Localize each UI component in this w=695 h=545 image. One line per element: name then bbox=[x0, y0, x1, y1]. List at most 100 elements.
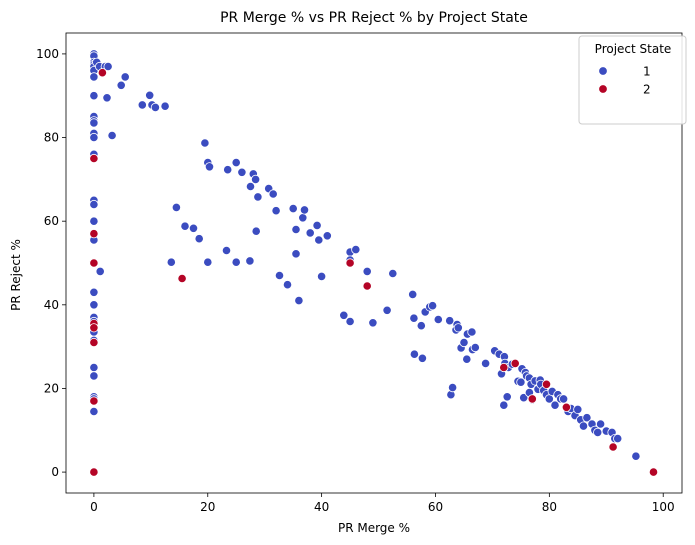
y-tick-label: 20 bbox=[44, 381, 59, 395]
scatter-point-state-2 bbox=[648, 467, 659, 477]
scatter-point-state-1 bbox=[137, 100, 147, 110]
scatter-point-state-1 bbox=[194, 234, 204, 244]
scatter-point-state-1 bbox=[288, 204, 298, 214]
scatter-point-state-1 bbox=[408, 289, 418, 299]
scatter-point-state-1 bbox=[502, 392, 512, 402]
axis-ticks: 0 20 40 60 80 100 0 20 40 60 80 100 bbox=[36, 47, 675, 514]
scatter-point-state-1 bbox=[245, 256, 255, 266]
scatter-point-state-1 bbox=[582, 413, 592, 423]
scatter-point-state-1 bbox=[516, 377, 526, 387]
scatter-point-state-1 bbox=[593, 427, 603, 437]
scatter-point-state-1 bbox=[368, 318, 378, 328]
scatter-point-state-1 bbox=[382, 305, 392, 315]
x-tick-label: 60 bbox=[428, 500, 443, 514]
scatter-point-state-1 bbox=[200, 138, 210, 148]
y-axis-title: PR Reject % bbox=[9, 239, 23, 311]
scatter-point-state-1 bbox=[116, 80, 126, 90]
scatter-point-state-1 bbox=[322, 231, 332, 241]
scatter-point-state-1 bbox=[467, 327, 477, 337]
x-tick-label: 20 bbox=[200, 500, 215, 514]
scatter-point-state-1 bbox=[89, 199, 99, 210]
scatter-point-state-1 bbox=[171, 202, 181, 212]
scatter-point-state-2 bbox=[89, 258, 99, 268]
scatter-point-state-1 bbox=[89, 287, 99, 297]
scatter-point-state-1 bbox=[299, 205, 310, 215]
scatter-point-state-1 bbox=[339, 310, 349, 320]
scatter-point-state-1 bbox=[470, 342, 480, 353]
y-tick-label: 40 bbox=[44, 298, 59, 312]
x-tick-label: 0 bbox=[90, 500, 98, 514]
scatter-point-state-1 bbox=[282, 280, 293, 290]
scatter-point-state-1 bbox=[89, 362, 99, 373]
scatter-point-state-1 bbox=[120, 72, 130, 82]
scatter-point-state-1 bbox=[251, 174, 261, 184]
x-tick-label: 40 bbox=[314, 500, 329, 514]
scatter-point-state-1 bbox=[291, 249, 301, 259]
scatter-point-state-2 bbox=[89, 323, 99, 333]
scatter-point-state-1 bbox=[316, 271, 327, 281]
scatter-point-state-1 bbox=[180, 221, 190, 231]
scatter-point-state-1 bbox=[345, 316, 355, 327]
legend-marker-1 bbox=[598, 66, 608, 76]
scatter-point-state-1 bbox=[89, 72, 99, 82]
scatter-point-state-1 bbox=[613, 433, 623, 444]
scatter-point-state-1 bbox=[223, 165, 233, 175]
scatter-point-state-1 bbox=[433, 314, 443, 325]
scatter-point-state-1 bbox=[221, 245, 232, 256]
scatter-point-state-1 bbox=[89, 216, 99, 226]
scatter-point-state-1 bbox=[150, 102, 160, 113]
scatter-point-state-1 bbox=[578, 421, 589, 431]
scatter-point-state-1 bbox=[453, 323, 463, 333]
scatter-point-state-1 bbox=[204, 162, 215, 172]
scatter-point-state-1 bbox=[271, 206, 281, 216]
scatter-point-state-1 bbox=[268, 189, 278, 199]
scatter-point-state-1 bbox=[314, 235, 324, 245]
scatter-point-state-1 bbox=[388, 268, 398, 279]
scatter-point-state-2 bbox=[345, 258, 355, 268]
scatter-point-state-2 bbox=[362, 281, 372, 291]
scatter-point-state-2 bbox=[89, 153, 99, 164]
scatter-point-state-2 bbox=[527, 394, 537, 404]
legend: Project State 1 2 bbox=[578, 35, 687, 125]
scatter-point-state-1 bbox=[294, 295, 304, 306]
scatter-point-state-1 bbox=[89, 91, 99, 101]
scatter-point-state-1 bbox=[631, 451, 641, 461]
scatter-point-state-1 bbox=[188, 223, 199, 233]
y-tick-label: 80 bbox=[44, 131, 59, 145]
scatter-point-state-1 bbox=[409, 313, 419, 323]
scatter-point-state-1 bbox=[459, 337, 469, 348]
scatter-point-state-1 bbox=[445, 316, 455, 326]
scatter-point-state-1 bbox=[89, 300, 99, 310]
scatter-point-state-1 bbox=[550, 400, 560, 410]
scatter-point-state-1 bbox=[231, 158, 241, 168]
scatter-point-state-1 bbox=[447, 382, 458, 393]
scatter-point-state-1 bbox=[95, 266, 105, 276]
scatter-point-state-1 bbox=[203, 257, 213, 267]
scatter-point-state-2 bbox=[89, 467, 99, 477]
scatter-point-state-1 bbox=[595, 419, 606, 429]
y-tick-label: 60 bbox=[44, 214, 59, 228]
scatter-point-state-1 bbox=[462, 354, 472, 364]
scatter-point-state-1 bbox=[305, 228, 315, 238]
x-axis-title: PR Merge % bbox=[338, 521, 410, 535]
scatter-point-state-1 bbox=[89, 371, 99, 381]
scatter-point-state-2 bbox=[177, 273, 187, 284]
scatter-point-state-1 bbox=[274, 270, 285, 281]
y-tick-label: 100 bbox=[36, 47, 59, 61]
data-points bbox=[89, 49, 659, 477]
scatter-point-state-1 bbox=[89, 118, 99, 128]
scatter-point-state-1 bbox=[417, 353, 427, 363]
y-tick-label: 0 bbox=[51, 465, 59, 479]
scatter-point-state-1 bbox=[480, 358, 491, 368]
scatter-point-state-1 bbox=[160, 101, 170, 111]
scatter-point-state-1 bbox=[107, 130, 117, 141]
scatter-point-state-1 bbox=[89, 132, 99, 143]
scatter-point-state-1 bbox=[427, 301, 438, 311]
legend-marker-2 bbox=[598, 84, 608, 94]
scatter-point-state-2 bbox=[510, 358, 520, 368]
scatter-point-state-1 bbox=[253, 192, 263, 202]
scatter-point-state-1 bbox=[312, 220, 322, 230]
scatter-point-state-1 bbox=[291, 224, 301, 235]
x-tick-label: 100 bbox=[652, 500, 675, 514]
